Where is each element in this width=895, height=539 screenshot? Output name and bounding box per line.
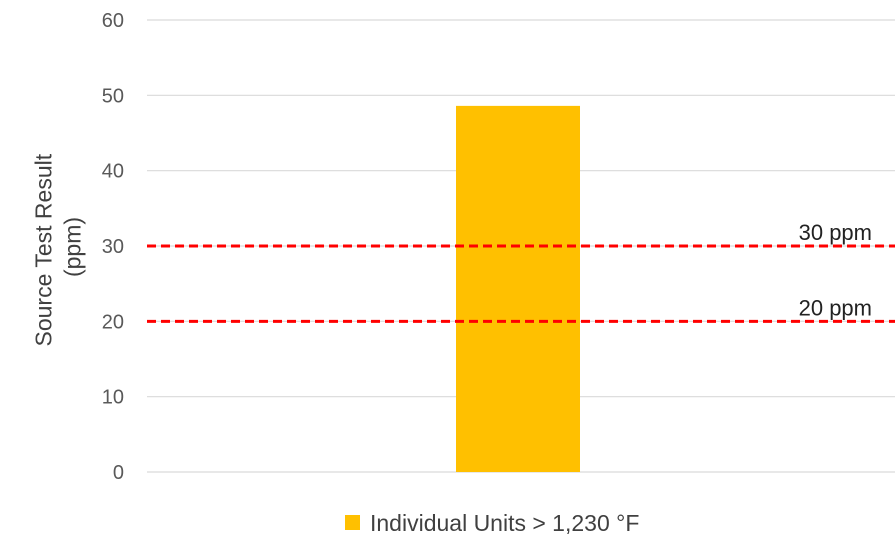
y-axis-tick-labels: 0 10 20 30 40 50 60 xyxy=(102,10,124,484)
reference-lines: 30 ppm 20 ppm xyxy=(147,220,895,323)
legend-label: Individual Units > 1,230 °F xyxy=(370,510,639,536)
y-tick-label: 0 xyxy=(113,462,124,484)
y-tick-label: 10 xyxy=(102,387,124,409)
reference-line-label: 20 ppm xyxy=(799,295,872,320)
bars xyxy=(456,105,580,472)
legend: Individual Units > 1,230 °F xyxy=(345,510,639,536)
y-tick-label: 40 xyxy=(102,161,124,183)
y-tick-label: 20 xyxy=(102,311,124,333)
y-axis-label: Source Test Result (ppm) xyxy=(31,147,86,346)
y-tick-label: 60 xyxy=(102,10,124,32)
y-tick-label: 30 xyxy=(102,236,124,258)
bar xyxy=(456,105,580,472)
y-axis-label-line-2: (ppm) xyxy=(59,217,85,277)
legend-swatch xyxy=(345,515,360,530)
y-axis-label-line-1: Source Test Result xyxy=(31,153,57,346)
y-tick-label: 50 xyxy=(102,85,124,107)
reference-line-label: 30 ppm xyxy=(799,220,872,245)
